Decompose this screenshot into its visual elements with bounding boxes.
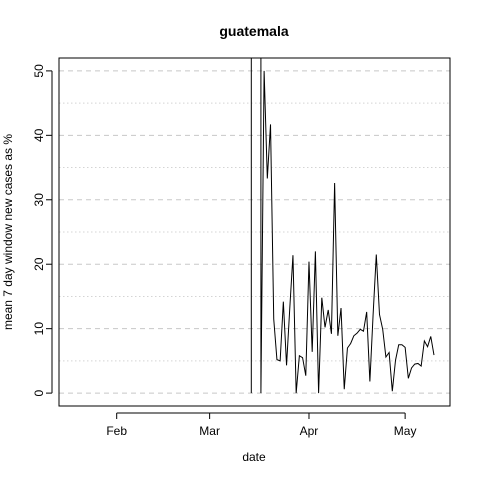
y-axis-title: mean 7 day window new cases as %	[1, 134, 15, 330]
y-tick-label: 10	[32, 322, 46, 336]
y-tick-label: 50	[32, 64, 46, 78]
series-layer	[250, 58, 435, 394]
grid	[59, 70, 450, 394]
y-tick-label: 40	[32, 128, 46, 142]
y-tick-label: 0	[32, 389, 46, 396]
x-tick-label: Feb	[106, 424, 127, 438]
chart-title: guatemala	[219, 23, 288, 39]
plot-frame	[58, 57, 451, 407]
x-tick-label: Apr	[300, 424, 319, 438]
x-axis: Feb Mar Apr May	[106, 412, 417, 438]
x-axis-title: date	[242, 450, 266, 464]
x-tick-label: May	[394, 424, 417, 438]
y-tick-label: 20	[32, 257, 46, 271]
x-tick-label: Mar	[199, 424, 220, 438]
y-axis: 0 10 20 30 40 50	[32, 64, 53, 396]
series-line	[250, 58, 435, 394]
y-tick-label: 30	[32, 193, 46, 207]
